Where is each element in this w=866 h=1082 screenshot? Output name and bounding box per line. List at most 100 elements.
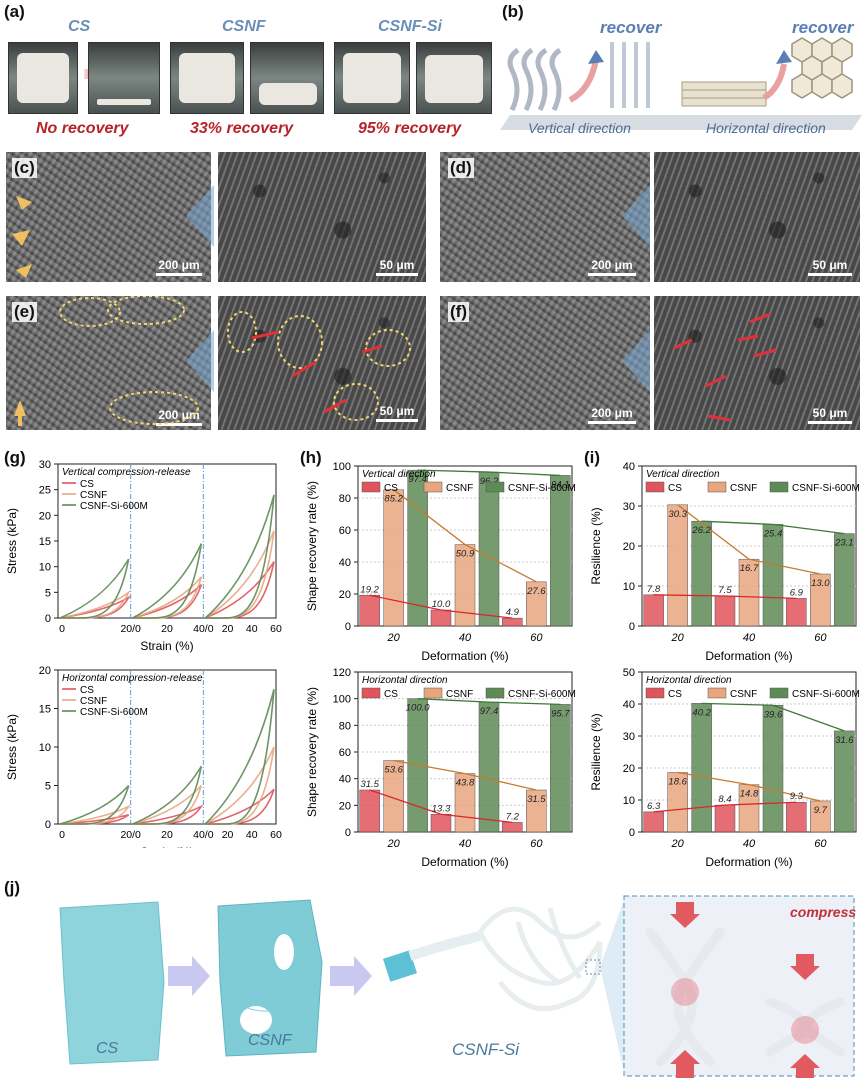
bar-cs bbox=[359, 595, 380, 627]
sem-e-annotations bbox=[14, 296, 411, 426]
data-label: 7.5 bbox=[718, 585, 732, 596]
x-tick-label: 40 bbox=[246, 829, 258, 841]
legend-label: CSNF bbox=[446, 483, 473, 494]
chart-h-horizontal: 0 20 40 60 80 100 120 20 40 60 31.5 13.3 7.2 53.6 43.8… bbox=[305, 667, 576, 869]
chart-title: Horizontal direction bbox=[362, 675, 448, 686]
bar-csnf-si-600m bbox=[407, 469, 428, 627]
bar-csnf bbox=[383, 489, 404, 627]
data-label: 31.5 bbox=[527, 794, 546, 805]
legend-label: CS bbox=[668, 483, 682, 494]
y-tick-label: 60 bbox=[339, 525, 351, 537]
y-tick-label: 20 bbox=[39, 510, 51, 522]
recovery-label-cs: No recovery bbox=[36, 120, 129, 137]
j-label-csnf: CSNF bbox=[248, 1032, 292, 1049]
bar-cs bbox=[502, 617, 523, 627]
y-tick-label: 20 bbox=[623, 541, 635, 553]
legend-swatch bbox=[707, 687, 727, 699]
recovery-label-csnf-si: 95% recovery bbox=[358, 120, 462, 137]
bar-cs bbox=[786, 801, 807, 833]
scale-bar-e-high: 50 μm bbox=[376, 404, 418, 422]
bar-cs bbox=[359, 789, 380, 833]
legend-label: CS bbox=[80, 479, 94, 490]
y-tick-label: 30 bbox=[623, 501, 635, 513]
data-label: 31.6 bbox=[835, 735, 854, 746]
data-label: 14.8 bbox=[740, 789, 759, 800]
legend-swatch bbox=[645, 687, 665, 699]
legend-label: CSNF bbox=[80, 490, 107, 501]
y-tick-label: 50 bbox=[623, 667, 635, 679]
x-tick-label: 20 bbox=[222, 623, 234, 635]
legend-swatch bbox=[423, 481, 443, 493]
data-label: 97.4 bbox=[408, 474, 427, 485]
trend-line-csnf bbox=[393, 759, 537, 791]
y-tick-label: 0 bbox=[345, 827, 351, 839]
hysteresis-curve-csnf-si-600m bbox=[204, 689, 275, 825]
hysteresis-curve-csnf-si-600m bbox=[132, 543, 203, 619]
y-tick-label: 0 bbox=[45, 819, 51, 831]
x-axis-label: Deformation (%) bbox=[421, 855, 508, 869]
data-label: 6.9 bbox=[790, 587, 804, 598]
recovery-label-csnf: 33% recovery bbox=[190, 120, 294, 137]
bar-csnf-si-600m bbox=[478, 701, 500, 833]
data-label: 50.9 bbox=[456, 549, 475, 560]
legend-label: CSNF bbox=[80, 696, 107, 707]
y-axis-label: Stress (kPa) bbox=[5, 714, 19, 780]
scale-bar-c-low: 200 μm bbox=[156, 258, 202, 276]
y-tick-label: 10 bbox=[623, 795, 635, 807]
hysteresis-curve-csnf-si-600m bbox=[132, 765, 203, 825]
x-tick-label: 40 bbox=[459, 632, 472, 644]
data-label: 9.7 bbox=[814, 805, 828, 816]
x-axis-label: Strain (%) bbox=[140, 639, 193, 653]
data-label: 40.2 bbox=[692, 707, 711, 718]
data-label: 100.0 bbox=[406, 703, 430, 714]
bar-csnf-si-600m bbox=[691, 703, 712, 833]
x-axis-label: Deformation (%) bbox=[705, 855, 792, 869]
legend-label: CSNF-Si-600M bbox=[792, 689, 860, 700]
x-tick-label: 20 bbox=[222, 829, 234, 841]
data-label: 16.7 bbox=[740, 563, 759, 574]
x-tick-label: 40 bbox=[246, 623, 258, 635]
sem-c-high bbox=[218, 152, 426, 282]
y-tick-label: 10 bbox=[623, 581, 635, 593]
y-tick-label: 5 bbox=[45, 587, 51, 599]
data-label: 7.2 bbox=[506, 811, 520, 822]
data-label: 7.8 bbox=[647, 584, 661, 595]
data-label: 13.0 bbox=[811, 578, 830, 589]
data-label: 8.4 bbox=[718, 794, 731, 805]
y-tick-label: 40 bbox=[623, 461, 635, 473]
x-tick-label: 60 bbox=[530, 632, 543, 644]
trend-line-csnf-si-600m bbox=[701, 702, 845, 732]
trend-line-cs bbox=[369, 789, 513, 824]
legend-label: CSNF bbox=[730, 689, 757, 700]
x-axis-label: Strain (%) bbox=[140, 845, 193, 848]
y-tick-label: 80 bbox=[339, 720, 351, 732]
legend-label: CSNF-Si-600M bbox=[508, 689, 576, 700]
bar-csnf-si-600m bbox=[762, 705, 784, 833]
y-tick-label: 15 bbox=[39, 536, 51, 548]
data-label: 97.4 bbox=[480, 706, 499, 717]
data-label: 30.3 bbox=[668, 509, 687, 520]
y-tick-label: 30 bbox=[39, 459, 51, 471]
data-label: 94.1 bbox=[551, 479, 570, 490]
y-tick-label: 80 bbox=[339, 493, 351, 505]
panel-label-e: (e) bbox=[12, 302, 37, 322]
photo-csnf-after bbox=[250, 42, 324, 114]
bar-csnf-si-600m bbox=[478, 471, 500, 627]
scale-bar-d-high: 50 μm bbox=[808, 258, 852, 276]
chart-title: Horizontal direction bbox=[646, 675, 732, 686]
y-tick-label: 0 bbox=[629, 827, 635, 839]
data-label: 39.6 bbox=[764, 709, 783, 720]
y-tick-label: 5 bbox=[45, 781, 51, 793]
data-label: 95.7 bbox=[551, 708, 570, 719]
x-tick-label: 60 bbox=[270, 829, 282, 841]
panel-label-f: (f) bbox=[448, 302, 469, 322]
sample-label-csnf-si: CSNF-Si bbox=[378, 18, 442, 35]
x-axis-label: Deformation (%) bbox=[705, 649, 792, 663]
panel-label-c: (c) bbox=[12, 158, 37, 178]
data-label: 43.8 bbox=[456, 778, 475, 789]
chart-title: Vertical compression-release bbox=[62, 467, 191, 478]
legend-label: CS bbox=[384, 689, 398, 700]
bar-csnf-si-600m bbox=[834, 730, 855, 833]
x-tick-label: 40 bbox=[743, 632, 756, 644]
scale-bar-c-high: 50 μm bbox=[376, 258, 418, 276]
